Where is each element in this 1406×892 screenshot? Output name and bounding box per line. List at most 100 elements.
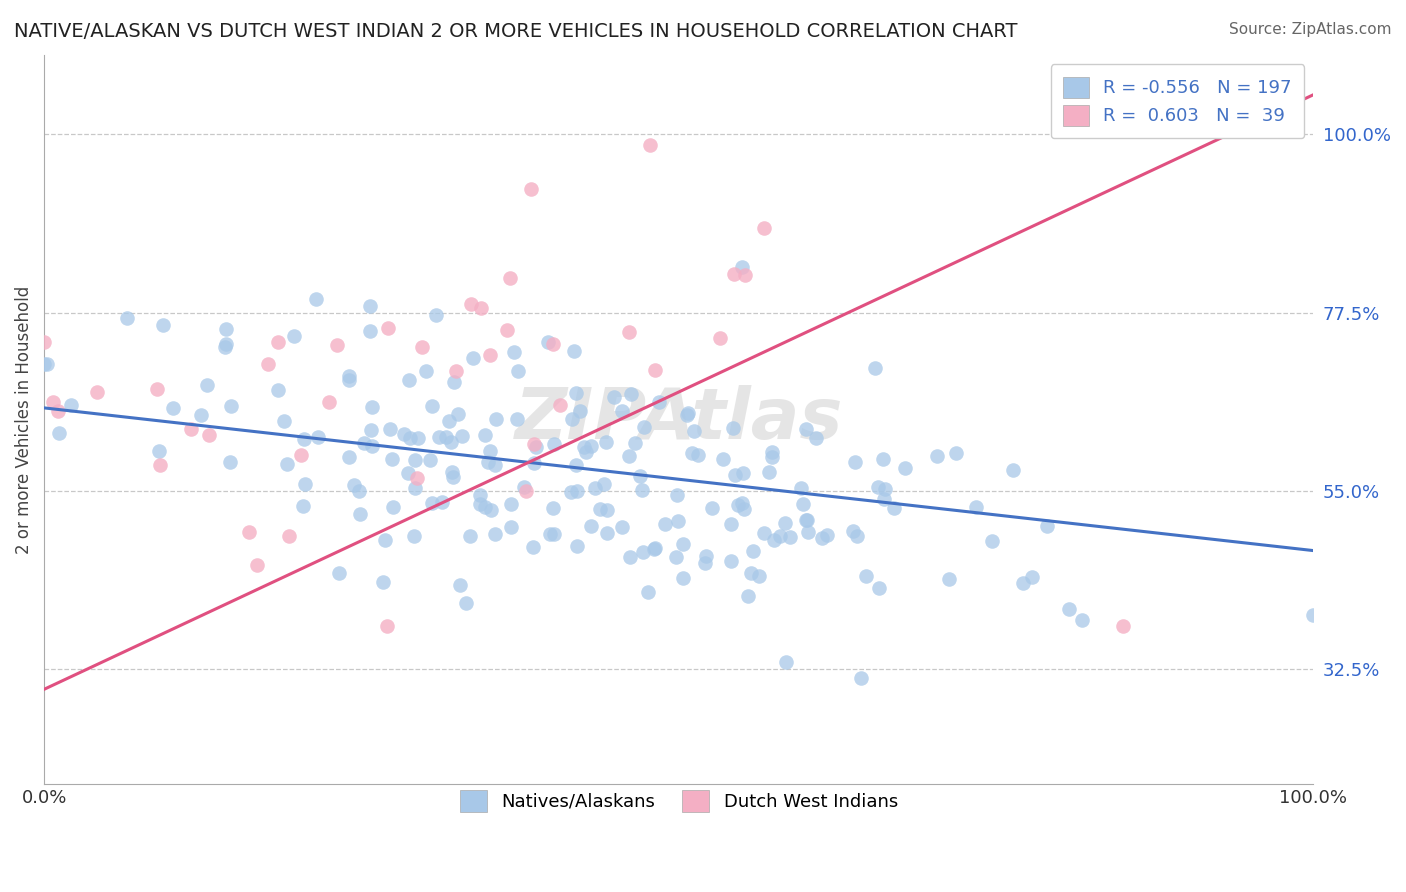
Point — [676, 406, 699, 420]
Point — [506, 412, 529, 426]
Point — [353, 435, 375, 450]
Point — [359, 299, 381, 313]
Point — [855, 569, 877, 583]
Point — [550, 397, 572, 411]
Point — [564, 386, 586, 401]
Point — [32, 334, 55, 349]
Point — [579, 519, 602, 533]
Point — [180, 422, 202, 436]
Point — [420, 496, 443, 510]
Point — [499, 271, 522, 285]
Point — [686, 448, 709, 462]
Point — [162, 401, 184, 416]
Point — [758, 465, 780, 479]
Point — [596, 526, 619, 541]
Point — [478, 348, 501, 362]
Point — [86, 384, 108, 399]
Point — [427, 430, 450, 444]
Point — [643, 541, 665, 556]
Point — [406, 471, 429, 485]
Point — [790, 481, 813, 495]
Point — [512, 480, 534, 494]
Point — [752, 526, 775, 541]
Point — [238, 524, 260, 539]
Point — [654, 517, 676, 532]
Point — [868, 581, 890, 595]
Point — [644, 363, 666, 377]
Point — [538, 527, 561, 541]
Point — [537, 334, 560, 349]
Point — [360, 439, 382, 453]
Point — [359, 324, 381, 338]
Point — [724, 467, 747, 482]
Point — [337, 373, 360, 387]
Point — [294, 477, 316, 491]
Point — [470, 497, 492, 511]
Point — [451, 429, 474, 443]
Point — [769, 529, 792, 543]
Point — [460, 529, 482, 543]
Point — [443, 470, 465, 484]
Point — [683, 424, 706, 438]
Legend: Natives/Alaskans, Dutch West Indians: Natives/Alaskans, Dutch West Indians — [446, 775, 912, 827]
Point — [360, 423, 382, 437]
Point — [731, 260, 754, 274]
Point — [443, 376, 465, 390]
Point — [938, 572, 960, 586]
Point — [709, 331, 731, 345]
Point — [506, 364, 529, 378]
Point — [633, 420, 655, 434]
Point — [305, 292, 328, 306]
Point — [610, 404, 633, 418]
Point — [215, 322, 238, 336]
Point — [425, 308, 447, 322]
Point — [349, 483, 371, 498]
Point — [349, 507, 371, 521]
Point — [1112, 619, 1135, 633]
Point — [343, 478, 366, 492]
Point — [460, 297, 482, 311]
Point — [1071, 614, 1094, 628]
Point — [700, 500, 723, 515]
Point — [326, 337, 349, 351]
Point — [337, 450, 360, 465]
Point — [479, 444, 502, 458]
Point — [291, 500, 314, 514]
Point — [666, 514, 689, 528]
Point — [441, 465, 464, 479]
Point — [276, 458, 298, 472]
Point — [844, 455, 866, 469]
Point — [374, 533, 396, 548]
Point — [845, 528, 868, 542]
Point — [711, 451, 734, 466]
Point — [440, 435, 463, 450]
Point — [399, 431, 422, 445]
Point — [444, 363, 467, 377]
Point — [619, 549, 641, 564]
Point — [761, 450, 783, 465]
Y-axis label: 2 or more Vehicles in Household: 2 or more Vehicles in Household — [15, 285, 32, 554]
Point — [1012, 576, 1035, 591]
Point — [1059, 601, 1081, 615]
Point — [589, 502, 612, 516]
Point — [501, 497, 523, 511]
Point — [318, 395, 340, 409]
Point — [792, 497, 814, 511]
Point — [463, 351, 485, 365]
Point — [1021, 570, 1043, 584]
Point — [796, 421, 818, 435]
Point — [742, 543, 765, 558]
Point — [328, 566, 350, 580]
Point — [484, 458, 506, 472]
Point — [523, 456, 546, 470]
Point — [267, 334, 290, 349]
Point — [219, 399, 242, 413]
Point — [59, 398, 82, 412]
Point — [398, 373, 420, 387]
Point — [815, 528, 838, 542]
Point — [278, 529, 301, 543]
Point — [419, 453, 441, 467]
Point — [468, 488, 491, 502]
Point — [411, 340, 433, 354]
Point — [624, 436, 647, 450]
